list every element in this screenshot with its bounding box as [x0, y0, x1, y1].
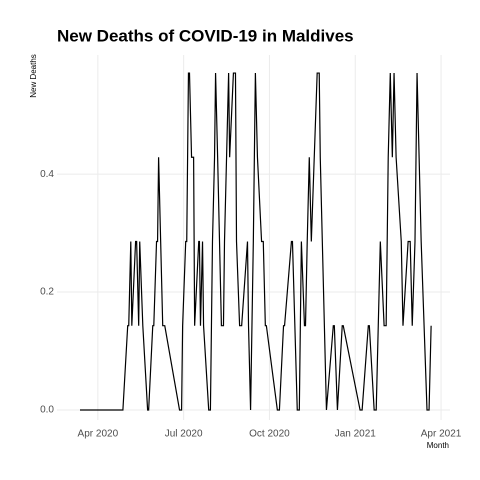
chart-title: New Deaths of COVID-19 in Maldives: [57, 26, 354, 45]
y-axis-label: New Deaths: [29, 54, 38, 98]
x-tick-label: Oct 2020: [249, 429, 290, 440]
data-line: [80, 72, 432, 411]
y-tick-label: 0.4: [40, 169, 54, 180]
x-tick-label: Apr 2021: [421, 429, 462, 440]
y-tick-label: 0.2: [40, 287, 54, 298]
x-tick-label: Jan 2021: [335, 429, 377, 440]
y-tick-label: 0.0: [40, 405, 54, 416]
x-tick-label: Jul 2020: [165, 429, 203, 440]
x-tick-label: Apr 2020: [78, 429, 119, 440]
x-axis-label: Month: [427, 441, 449, 450]
